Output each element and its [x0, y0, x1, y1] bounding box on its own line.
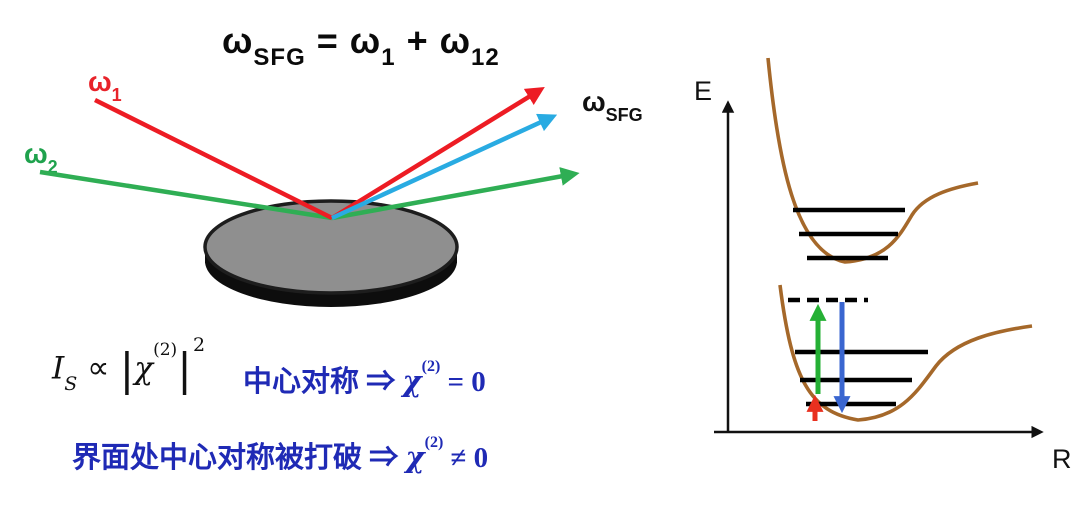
- chi-symbol: χ: [134, 350, 154, 387]
- beam-diagram: [39, 87, 580, 307]
- lower-potential-curve: [778, 284, 1033, 422]
- red-reflected-arrow: [330, 87, 545, 220]
- sample-disk-top: [203, 199, 459, 295]
- omega2-label: ω2: [24, 138, 58, 177]
- green-transmitted-arrow: [331, 167, 580, 221]
- sfg-equation-title: ωSFG = ω1 + ω12: [222, 20, 500, 72]
- implies-arrow: ⇒: [362, 442, 406, 474]
- red-incident-beam: [93, 97, 334, 221]
- omega-sfg-term: ω: [222, 20, 254, 61]
- upper-potential-curve: [766, 57, 979, 264]
- chi-symbol: χ: [402, 364, 422, 398]
- sample-disk: [203, 199, 459, 307]
- omega-sfg-label: ωSFG: [582, 86, 643, 125]
- implies-arrow: ⇒: [359, 366, 403, 398]
- intensity-formula: IS ∝ |χ(2)|2: [52, 334, 206, 396]
- energy-diagram: E R: [694, 57, 1072, 474]
- centrosymmetry-statement: 中心对称 ⇒ χ(2) = 0: [243, 358, 486, 398]
- e-axis-label: E: [694, 76, 712, 106]
- cyan-sfg-arrow: [331, 113, 558, 221]
- interface-symmetry-statement: 界面处中心对称被打破 ⇒ χ(2) ≠ 0: [72, 434, 489, 474]
- green-incident-beam: [39, 169, 333, 221]
- r-axis-label: R: [1052, 444, 1072, 474]
- omega1-label: ω1: [88, 66, 122, 105]
- chi-symbol: χ: [405, 440, 425, 474]
